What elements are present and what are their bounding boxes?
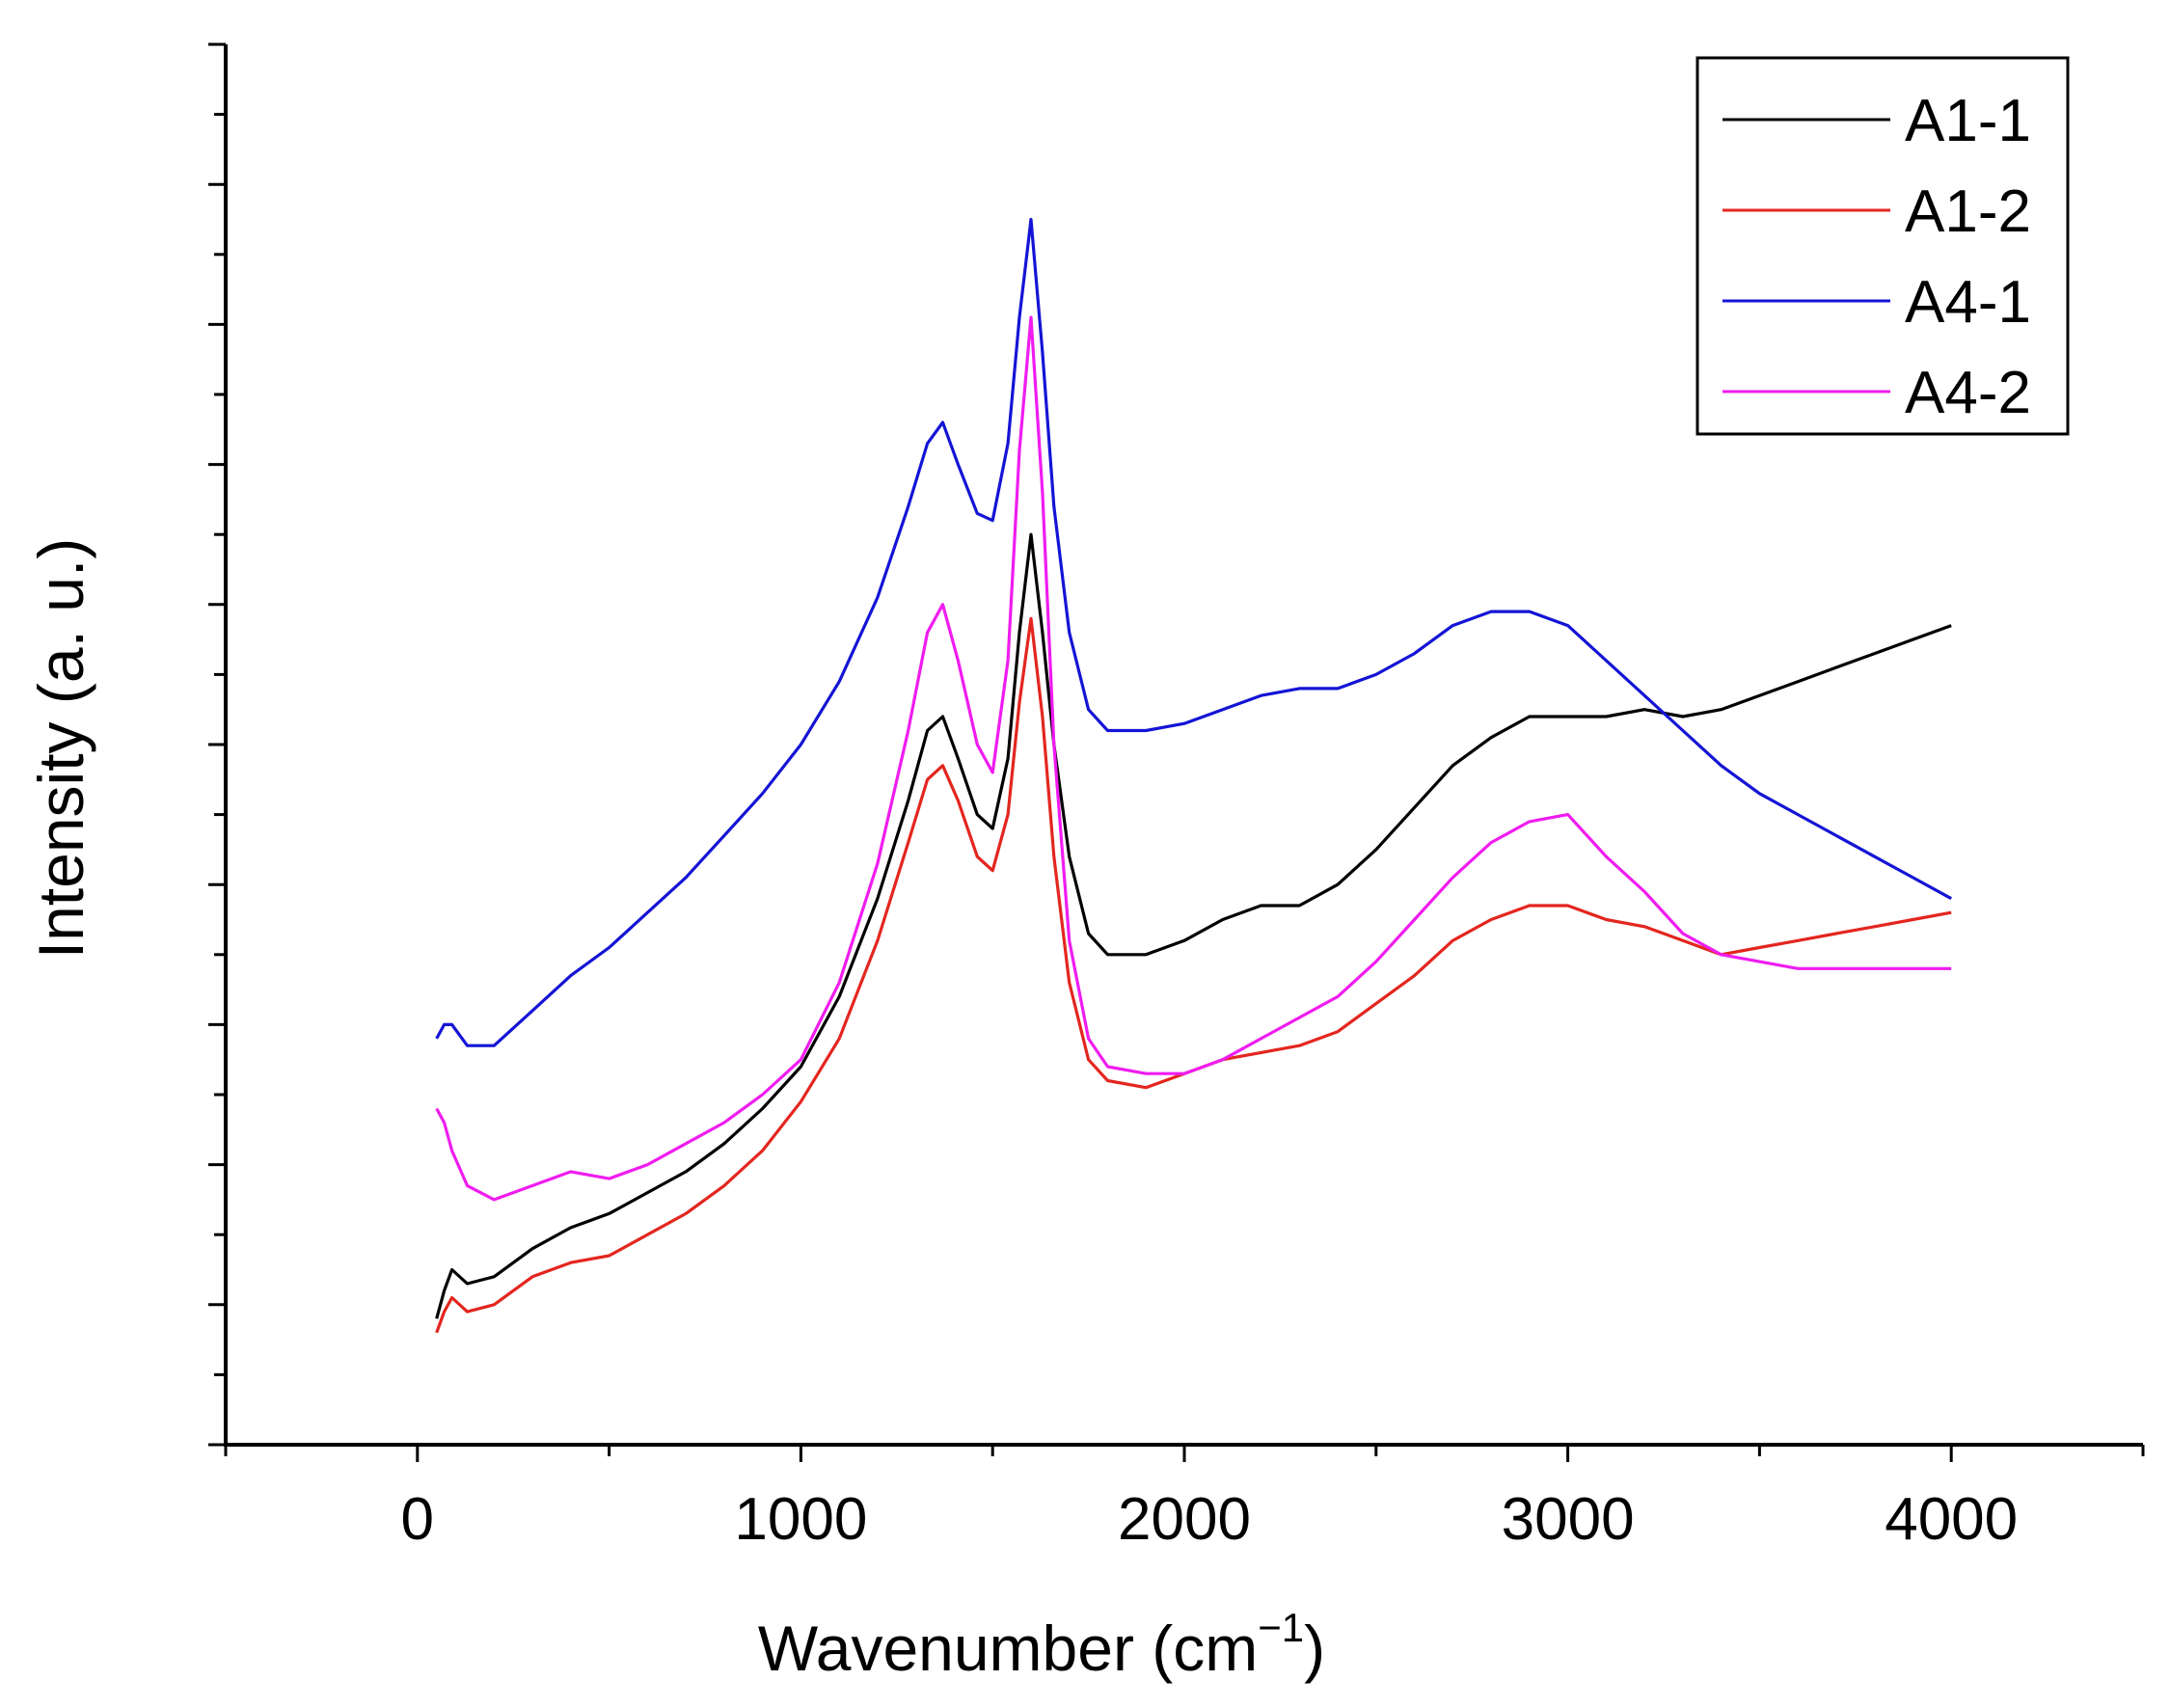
x-tick-label: 4000 xyxy=(1885,1486,2018,1553)
legend-label-a1-1: A1-1 xyxy=(1905,88,2031,154)
series-line-a4-1 xyxy=(435,217,1952,1047)
y-axis-title: Intensity (a. u.) xyxy=(25,538,96,960)
x-axis-ticks: 0 1000 2000 3000 4000 xyxy=(224,1445,2145,1553)
legend-label-a4-2: A4-2 xyxy=(1905,360,2031,426)
plot-lines xyxy=(435,217,1952,1334)
series-line-a1-2 xyxy=(435,616,1952,1334)
x-axis-title-superscript: −1 xyxy=(1258,1605,1304,1650)
legend-label-a1-2: A1-2 xyxy=(1905,178,2031,245)
x-tick-label: 1000 xyxy=(734,1486,867,1553)
legend: A1-1 A1-2 A4-1 A4-2 xyxy=(1695,56,2070,436)
series-line-a4-2 xyxy=(435,315,1952,1202)
series-line-a1-1 xyxy=(435,532,1952,1319)
legend-label-a4-1: A4-1 xyxy=(1905,269,2031,336)
x-tick-label: 3000 xyxy=(1502,1486,1635,1553)
y-axis-ticks xyxy=(208,42,226,1447)
x-tick-label: 0 xyxy=(401,1486,434,1553)
x-tick-label: 2000 xyxy=(1118,1486,1251,1553)
x-axis-title: Wavenumber (cm−1) xyxy=(758,1605,1325,1684)
